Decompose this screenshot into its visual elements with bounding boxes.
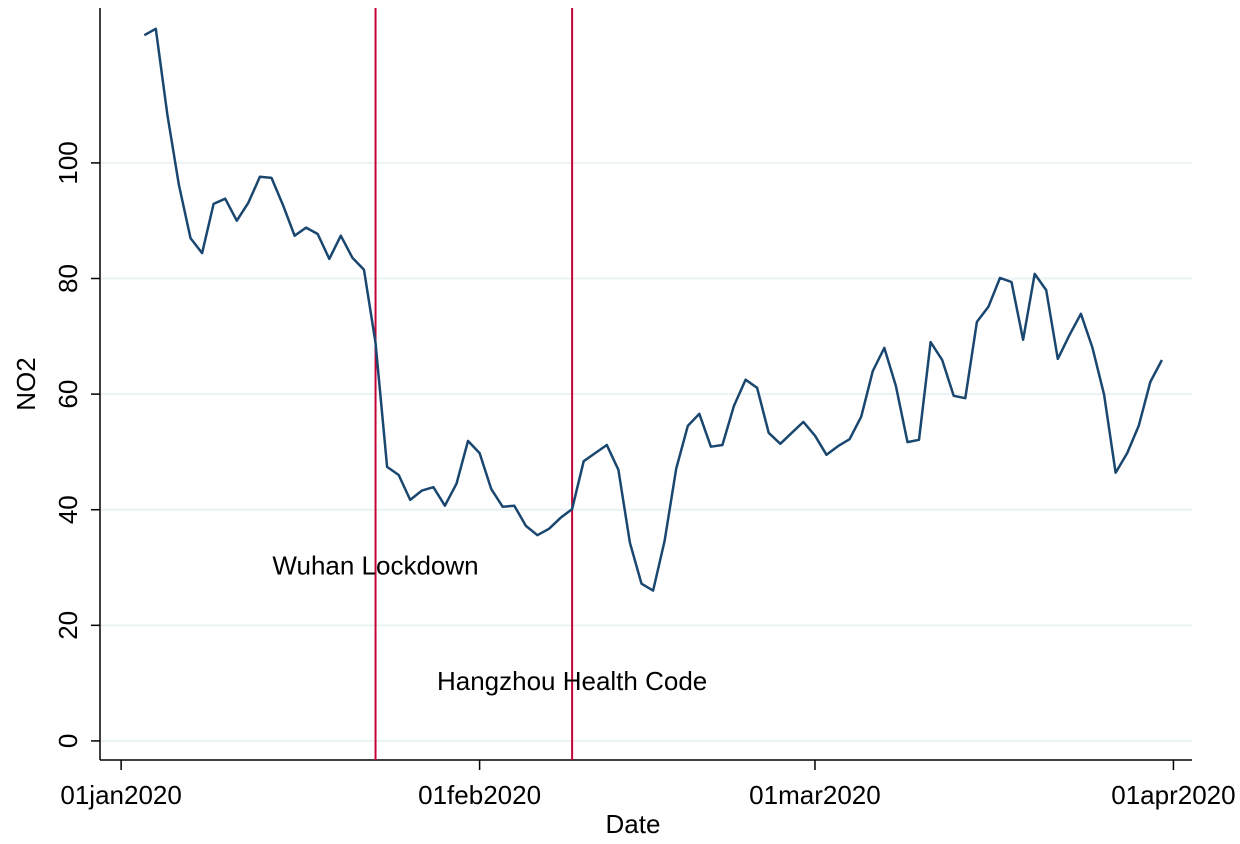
y-tick-label: 80 [53, 264, 83, 293]
y-axis-label: NO2 [11, 357, 41, 410]
annotation: Hangzhou Health Code [437, 666, 707, 696]
y-tick-label: 40 [53, 495, 83, 524]
annotation: Wuhan Lockdown [272, 550, 478, 580]
x-tick-label: 01apr2020 [1111, 780, 1235, 810]
y-tick-label: 0 [53, 734, 83, 748]
x-tick-label: 01jan2020 [60, 780, 181, 810]
data-line [143, 27, 1164, 592]
x-axis-label: Date [606, 809, 661, 839]
x-tick-label: 01feb2020 [418, 780, 541, 810]
x-tick-label: 01mar2020 [749, 780, 881, 810]
y-tick-label: 60 [53, 380, 83, 409]
y-tick-label: 100 [53, 141, 83, 184]
y-tick-label: 20 [53, 611, 83, 640]
